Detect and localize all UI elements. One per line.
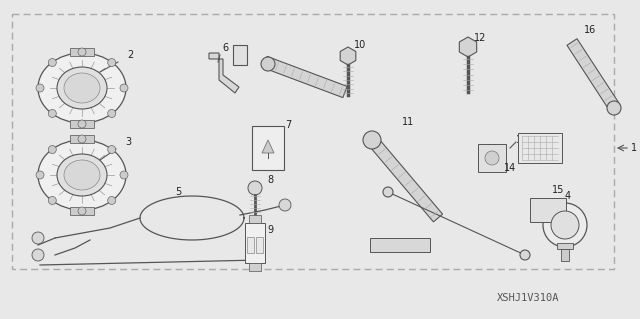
Circle shape — [36, 171, 44, 179]
Polygon shape — [262, 140, 274, 153]
Circle shape — [383, 187, 393, 197]
Ellipse shape — [64, 160, 100, 190]
Ellipse shape — [38, 140, 126, 210]
Text: 13: 13 — [516, 135, 528, 145]
Bar — [370, 238, 430, 252]
Circle shape — [108, 197, 116, 204]
Bar — [557, 243, 573, 249]
Bar — [561, 249, 569, 261]
Bar — [70, 48, 94, 56]
Bar — [249, 263, 261, 271]
Circle shape — [520, 250, 530, 260]
Text: 1: 1 — [631, 143, 637, 153]
Circle shape — [36, 84, 44, 92]
Circle shape — [48, 197, 56, 204]
Circle shape — [78, 48, 86, 56]
Circle shape — [78, 135, 86, 143]
Bar — [247, 237, 254, 253]
Circle shape — [32, 232, 44, 244]
Text: 16: 16 — [584, 25, 596, 35]
Circle shape — [48, 59, 56, 67]
Text: 6: 6 — [222, 43, 228, 53]
Ellipse shape — [64, 73, 100, 103]
Circle shape — [78, 120, 86, 128]
Circle shape — [108, 145, 116, 153]
Text: 9: 9 — [267, 225, 273, 235]
Circle shape — [48, 145, 56, 153]
Circle shape — [48, 109, 56, 117]
Circle shape — [248, 181, 262, 195]
Ellipse shape — [57, 67, 107, 109]
Text: 11: 11 — [402, 117, 414, 127]
Circle shape — [120, 84, 128, 92]
Bar — [518, 133, 562, 163]
Bar — [530, 198, 566, 222]
Bar — [256, 237, 263, 253]
Polygon shape — [209, 53, 239, 93]
Bar — [233, 45, 247, 65]
Circle shape — [108, 109, 116, 117]
Polygon shape — [340, 47, 356, 65]
Bar — [245, 223, 265, 263]
Circle shape — [279, 199, 291, 211]
Polygon shape — [460, 37, 477, 57]
Circle shape — [261, 57, 275, 71]
Circle shape — [485, 151, 499, 165]
Circle shape — [543, 203, 587, 247]
Circle shape — [78, 207, 86, 215]
Text: 2: 2 — [127, 50, 133, 60]
Polygon shape — [367, 136, 443, 222]
Bar — [478, 144, 506, 172]
Text: 4: 4 — [565, 191, 571, 201]
Bar — [70, 207, 94, 215]
Polygon shape — [263, 56, 347, 98]
Text: 10: 10 — [354, 40, 366, 50]
Text: 14: 14 — [504, 163, 516, 173]
Circle shape — [363, 131, 381, 149]
Circle shape — [607, 101, 621, 115]
Ellipse shape — [38, 53, 126, 123]
Polygon shape — [567, 39, 620, 111]
Circle shape — [32, 249, 44, 261]
Text: 5: 5 — [175, 187, 181, 197]
Bar — [12, 14, 614, 269]
Bar — [249, 215, 261, 223]
Circle shape — [551, 211, 579, 239]
Bar — [70, 120, 94, 128]
Text: 3: 3 — [125, 137, 131, 147]
Ellipse shape — [57, 154, 107, 196]
Text: 8: 8 — [267, 175, 273, 185]
Text: XSHJ1V310A: XSHJ1V310A — [497, 293, 559, 303]
Bar — [70, 135, 94, 143]
Circle shape — [108, 59, 116, 67]
Text: 7: 7 — [285, 120, 291, 130]
Text: 15: 15 — [552, 185, 564, 195]
Text: 12: 12 — [474, 33, 486, 43]
Bar — [252, 126, 284, 170]
Circle shape — [120, 171, 128, 179]
